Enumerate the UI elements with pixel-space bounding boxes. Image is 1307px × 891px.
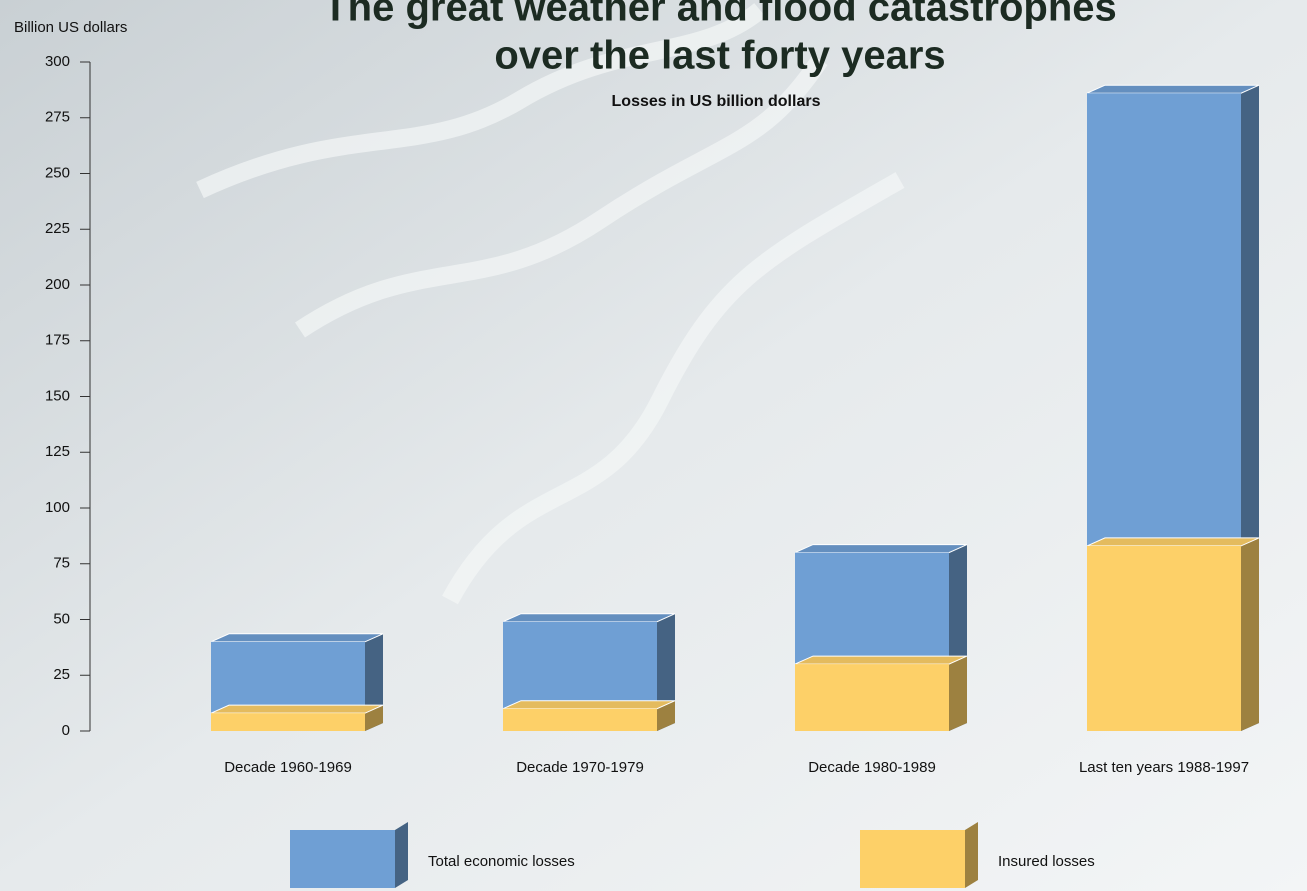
chart-subtitle: Losses in US billion dollars: [612, 93, 821, 110]
bar-top: [794, 655, 968, 665]
x-tick-label: Decade 1970-1979: [516, 759, 644, 776]
x-tick-label: Last ten years 1988-1997: [1079, 759, 1249, 776]
y-tick-label: 300: [45, 53, 70, 70]
y-axis-label: Billion US dollars: [14, 19, 127, 36]
y-tick-label: 150: [45, 387, 70, 404]
y-tick-label: 250: [45, 164, 70, 181]
decoration: [196, 2, 905, 605]
bar: [503, 708, 657, 731]
y-tick-label: 125: [45, 443, 70, 460]
y-tick-label: 275: [45, 109, 70, 126]
bar: [795, 664, 949, 731]
bar-top: [794, 544, 968, 554]
legend-label: Insured losses: [998, 853, 1095, 870]
legend-swatch: [860, 830, 965, 888]
bar-top: [1086, 537, 1260, 547]
y-tick-label: 0: [62, 722, 70, 739]
x-tick-label: Decade 1980-1989: [808, 759, 936, 776]
bar-top: [210, 633, 384, 643]
bar: [211, 713, 365, 731]
bar: [1087, 545, 1241, 731]
bar-side: [949, 656, 967, 731]
legend-swatch: [290, 830, 395, 888]
chart-title: over the last forty years: [494, 34, 945, 78]
legend-label: Total economic losses: [428, 853, 575, 870]
bar-top: [502, 613, 676, 623]
chart-title: The great weather and flood catastrophes: [323, 0, 1117, 30]
x-tick-label: Decade 1960-1969: [224, 759, 352, 776]
bar-top: [502, 700, 676, 710]
y-tick-label: 50: [53, 610, 70, 627]
bar-side: [1241, 537, 1259, 731]
legend-side: [395, 822, 408, 888]
y-tick-label: 225: [45, 220, 70, 237]
bar-top: [210, 704, 384, 714]
y-tick-label: 25: [53, 666, 70, 683]
y-tick-label: 200: [45, 276, 70, 293]
y-tick-label: 100: [45, 499, 70, 516]
y-tick-label: 75: [53, 555, 70, 572]
y-tick-label: 175: [45, 332, 70, 349]
bar-side: [657, 700, 675, 731]
legend-side: [965, 822, 978, 888]
bar-top: [1086, 84, 1260, 94]
